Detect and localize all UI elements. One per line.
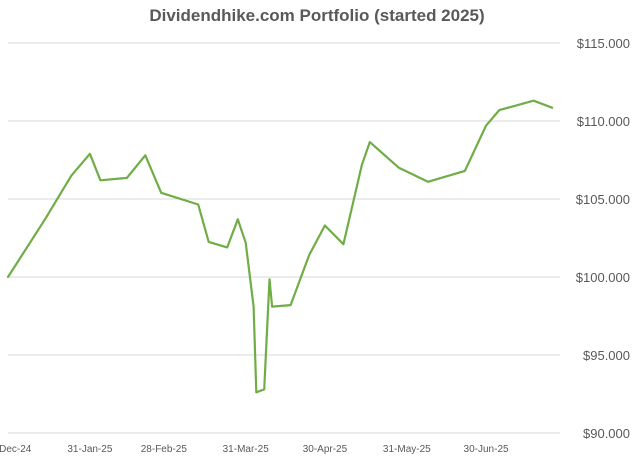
- chart-title: Dividendhike.com Portfolio (started 2025…: [149, 6, 485, 25]
- x-tick-label: 30-Apr-25: [303, 444, 348, 455]
- y-tick-label: $95.000: [583, 348, 630, 363]
- series-line-layer: [6, 99, 554, 394]
- y-tick-label: $115.000: [577, 36, 630, 51]
- y-tick-label: $105.000: [576, 192, 630, 207]
- x-tick-label: 28-Feb-25: [141, 444, 188, 455]
- x-tick-label: 31-May-25: [383, 444, 431, 455]
- x-tick-label: 31-Jan-25: [67, 444, 112, 455]
- y-axis-ticks: $90.000 $95.000 $100.000 $105.000 $110.000 $1…: [576, 36, 630, 441]
- y-tick-label: $110.000: [577, 114, 630, 129]
- x-tick-label: 30-Jun-25: [464, 444, 509, 455]
- x-axis-ticks: 31-Dec-24 31-Jan-25 28-Feb-25 31-Mar-25 30-A…: [0, 444, 509, 455]
- x-tick-label: 31-Dec-24: [0, 444, 32, 455]
- series-line: [6, 99, 554, 394]
- x-tick-label: 31-Mar-25: [223, 444, 270, 455]
- y-tick-label: $100.000: [576, 270, 630, 285]
- y-tick-label: $90.000: [583, 426, 630, 441]
- gridlines: [8, 42, 560, 434]
